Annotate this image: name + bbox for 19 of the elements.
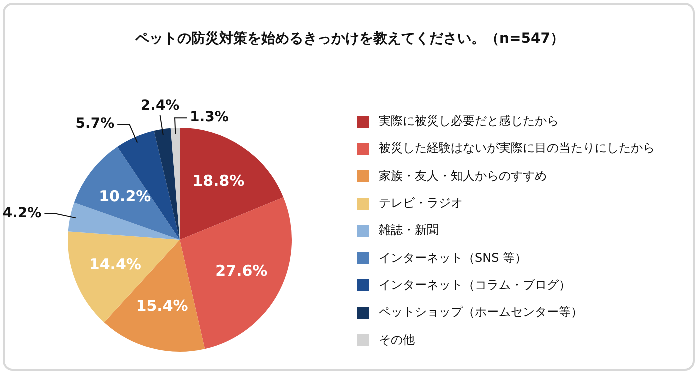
data-label: 4.2% [2,206,42,222]
data-label: 5.7% [76,116,115,132]
legend-label: 雑誌・新聞 [379,222,439,240]
data-label: 14.4% [89,255,142,274]
legend-label: テレビ・ラジオ [379,195,463,212]
data-label: 15.4% [136,297,188,316]
data-label: 10.2% [99,187,152,206]
legend-label: インターネット（SNS 等） [379,250,528,267]
data-label: 18.8% [192,172,245,190]
chart-title: ペットの防災対策を始めるきっかけを教えてください。（n=547） [134,30,566,48]
legend-label: ペットショップ（ホームセンター等） [379,304,583,322]
data-label: 2.4% [140,98,180,114]
legend-label: インターネット（コラム・ブログ） [379,276,571,294]
data-label: 27.6% [216,262,268,280]
data-label: 1.3% [190,110,229,126]
legend-label: 家族・友人・知人からのすすめ [379,168,547,185]
legend-label: 実際に被災し必要だと感じたから [379,113,559,130]
legend-label: 被災した経験はないが実際に目の当たりにしたから [379,140,655,158]
legend-label: その他 [379,332,415,349]
